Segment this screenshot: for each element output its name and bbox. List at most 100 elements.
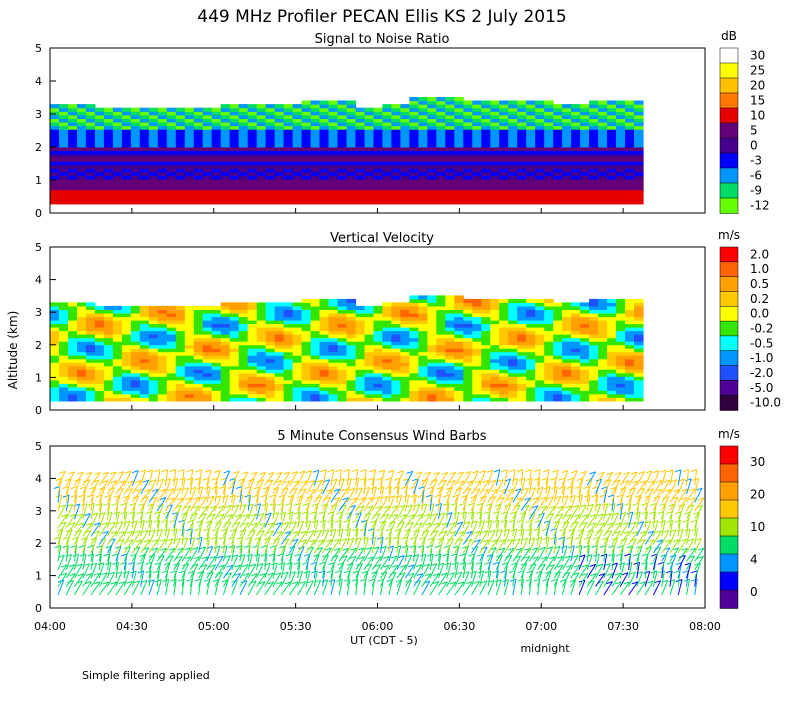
heatmap-cell [319,330,330,335]
heatmap-cell [112,175,123,180]
wind-barb-flag [145,519,152,523]
wind-barb-flag [291,538,299,542]
wind-barb-flag [116,521,124,525]
heatmap-cell [499,323,509,328]
heatmap-cell [517,171,527,176]
wind-barb [107,521,116,537]
heatmap-cell [598,320,608,325]
wind-barb-flag [53,536,61,540]
heatmap-cell [337,125,348,130]
wind-barb [198,564,208,579]
heatmap-cell [166,182,177,187]
wind-barb-flag [335,469,342,473]
wind-barb-flag [219,536,226,540]
wind-barb-flag [148,554,155,558]
heatmap-cell [184,305,195,310]
heatmap-cell [490,114,500,119]
wind-barb-flag [334,519,342,523]
heatmap-cell [85,376,96,381]
heatmap-cell [130,323,141,328]
heatmap-cell [328,383,339,388]
heatmap-cell [184,316,195,321]
heatmap-cell [562,372,572,377]
wind-barb [247,513,258,528]
wind-barb-flag [338,478,345,482]
heatmap-cell [103,369,114,374]
heatmap-cell [607,351,617,356]
heatmap-cell [130,337,141,342]
heatmap-cell [436,330,446,335]
wind-barb-flag [110,581,117,585]
heatmap-cell [166,330,177,335]
heatmap-cell [364,320,375,325]
heatmap-cell [445,182,455,187]
wind-barb-flag [343,519,350,523]
heatmap-cell [562,390,572,395]
heatmap-cell [634,386,644,391]
heatmap-cell [589,386,599,391]
heatmap-cell [103,114,114,119]
heatmap-cell [184,189,195,194]
heatmap-cell [148,344,159,349]
wind-barb [413,545,417,562]
heatmap-cell [562,355,572,360]
heatmap-cell [535,351,545,356]
heatmap-cell [508,362,518,367]
heatmap-cell [229,313,240,318]
heatmap-cell [77,164,87,169]
heatmap-cell [436,305,446,310]
heatmap-cell [571,114,581,119]
heatmap-cell [616,146,626,151]
heatmap-cell [202,111,213,116]
heatmap-cell [454,358,464,363]
heatmap-cell [274,178,285,183]
heatmap-cell [50,139,60,144]
heatmap-cell [463,171,473,176]
heatmap-cell [112,365,123,370]
wind-barb [380,469,386,486]
wind-barb [338,528,344,545]
heatmap-cell [166,372,177,377]
heatmap-cell [634,397,644,402]
heatmap-cell [409,397,419,402]
wind-barb [346,528,351,545]
heatmap-cell [580,386,590,391]
wind-barb-flag [141,496,149,500]
heatmap-cell [598,114,608,119]
heatmap-cell [121,182,132,187]
heatmap-cell [130,376,141,381]
wind-barb-flag [410,536,417,540]
heatmap-cell [229,146,240,151]
heatmap-cell [544,355,554,360]
heatmap-cell [319,107,330,112]
heatmap-cell [59,334,69,339]
heatmap-cell [580,327,590,332]
heatmap-cell [94,337,105,342]
heatmap-cell [553,355,563,360]
wind-barb-flag [143,488,151,492]
wind-barb [404,580,412,596]
heatmap-cell [283,193,294,198]
wind-barb [222,505,232,520]
wind-barb [363,528,367,545]
heatmap-cell [193,118,204,123]
heatmap-cell [59,175,69,180]
wind-barb [256,479,264,495]
heatmap-cell [607,341,617,346]
heatmap-cell [94,189,105,194]
heatmap-cell [319,189,330,194]
heatmap-cell [508,330,518,335]
heatmap-cell [409,121,419,127]
heatmap-cell [85,341,96,346]
heatmap-cell [373,369,384,374]
heatmap-cell [472,132,482,137]
heatmap-cell [59,369,69,374]
heatmap-cell [211,369,222,374]
heatmap-cell [193,323,204,328]
heatmap-cell [184,376,195,381]
heatmap-cell [526,118,536,123]
wind-barb [123,539,134,554]
heatmap-cell [472,129,482,134]
heatmap-cell [50,358,60,363]
heatmap-cell [571,150,581,155]
